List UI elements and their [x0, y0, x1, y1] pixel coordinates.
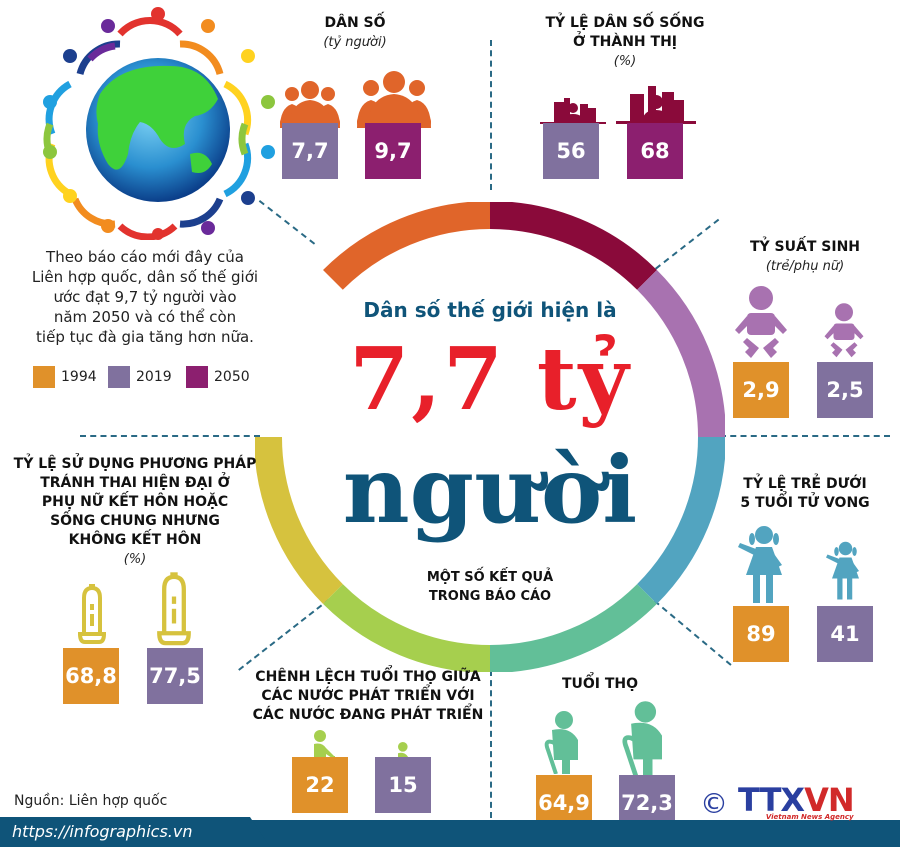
- contraception-2019-value: 77,5: [147, 648, 203, 704]
- contraception-1994-value: 68,8: [63, 648, 119, 704]
- city-person-icon: [616, 86, 696, 124]
- girl-icon: [826, 541, 859, 600]
- condom-icon: [77, 584, 107, 644]
- urban-unit: (%): [613, 54, 637, 69]
- logo-ttx: TTX: [738, 781, 805, 819]
- legend-2050: 2050: [186, 366, 250, 388]
- copyright-icon: ©: [700, 786, 728, 820]
- fertility-title: TỶ SUẤT SINH (trẻ/phụ nữ): [730, 238, 880, 276]
- globe-people-icon: [43, 7, 275, 240]
- legend-label: 2050: [214, 369, 250, 385]
- urban-title: TỶ LỆ DÂN SỐ SỐNG Ở THÀNH THỊ (%): [530, 14, 720, 71]
- child-mortality-1994-value: 89: [733, 606, 789, 662]
- population-2019-value: 7,7: [282, 123, 338, 179]
- contraception-title-line: SỐNG CHUNG NHƯNG: [50, 513, 220, 529]
- logo-vn: VN: [804, 781, 855, 819]
- intro-line: tiếp tục đà gia tăng hơn nữa.: [36, 328, 254, 346]
- population-2050-value: 9,7: [365, 123, 421, 179]
- legend-swatch-1994: [33, 366, 55, 388]
- child-mortality-2019-value: 41: [817, 606, 873, 662]
- condom-icon: [157, 572, 191, 646]
- elderly-person-icon: [544, 711, 578, 774]
- fertility-2019-value: 2,5: [817, 362, 873, 418]
- city-person-icon: [540, 98, 606, 124]
- footer-tab: [0, 817, 270, 847]
- ttxvn-logo: © TTXVN Vietnam News Agency: [700, 784, 855, 821]
- life-gap-title: CHÊNH LỆCH TUỔI THỌ GIỮA CÁC NƯỚC PHÁT T…: [248, 668, 488, 725]
- contraception-title-line: TỶ LỆ SỬ DỤNG PHƯƠNG PHÁP: [13, 456, 257, 472]
- elderly-person-icon: [622, 701, 662, 776]
- headline-word: người: [342, 436, 638, 544]
- legend-swatch-2019: [108, 366, 130, 388]
- center-ring: [255, 202, 725, 672]
- intro-paragraph: Theo báo cáo mới đây của Liên hợp quốc, …: [14, 247, 276, 347]
- contraception-unit: (%): [123, 552, 147, 567]
- divider-bottom: [490, 670, 492, 818]
- baby-icon: [735, 286, 787, 358]
- center-subtitle: Dân số thế giới hiện là: [363, 298, 617, 322]
- logo-text: TTXVN: [738, 784, 855, 816]
- population-unit: (tỷ người): [323, 35, 387, 50]
- intro-line: Liên hợp quốc, dân số thế giới: [31, 268, 259, 286]
- life-expectancy-title: TUỔI THỌ: [561, 676, 639, 692]
- life-gap-title-line: CÁC NƯỚC PHÁT TRIỂN VỚI: [261, 688, 475, 704]
- life-gap-2019-value: 15: [375, 757, 431, 813]
- legend-label: 2019: [136, 369, 172, 385]
- contraception-title: TỶ LỆ SỬ DỤNG PHƯƠNG PHÁP TRÁNH THAI HIỆ…: [10, 455, 260, 569]
- center-note: MỘT SỐ KẾT QUẢ TRONG BÁO CÁO: [400, 568, 580, 606]
- group-people-icon: [357, 71, 431, 128]
- footer-url-link[interactable]: https://infographics.vn: [12, 822, 193, 841]
- divider-left: [80, 435, 260, 437]
- group-people-icon: [280, 81, 340, 128]
- legend-2019: 2019: [108, 366, 172, 388]
- headline-number: 7,7 tỷ: [349, 329, 631, 430]
- urban-2050-value: 68: [627, 123, 683, 179]
- fertility-unit: (trẻ/phụ nữ): [765, 259, 845, 274]
- child-mortality-title-line: TỶ LỆ TRẺ DƯỚI: [743, 476, 867, 492]
- fertility-1994-value: 2,9: [733, 362, 789, 418]
- intro-line: ước đạt 9,7 tỷ người vào: [53, 288, 237, 306]
- logo-subtitle: Vietnam News Agency: [765, 813, 854, 821]
- population-title-text: DÂN SỐ: [324, 15, 386, 31]
- source-text: Nguồn: Liên hợp quốc: [14, 793, 168, 809]
- divider-top: [490, 40, 492, 190]
- contraception-title-line: TRÁNH THAI HIỆN ĐẠI Ở: [40, 475, 230, 491]
- urban-title-line: TỶ LỆ DÂN SỐ SỐNG: [545, 15, 705, 31]
- girl-icon: [738, 526, 782, 603]
- center-note-line: TRONG BÁO CÁO: [428, 589, 552, 604]
- legend-1994: 1994: [33, 366, 97, 388]
- contraception-title-line: KHÔNG KẾT HÔN: [68, 532, 202, 548]
- fertility-title-text: TỶ SUẤT SINH: [750, 239, 860, 255]
- urban-title-line: Ở THÀNH THỊ: [573, 34, 677, 50]
- population-title: DÂN SỐ (tỷ người): [290, 14, 420, 52]
- intro-line: Theo báo cáo mới đây của: [46, 248, 244, 266]
- divider-right: [720, 435, 890, 437]
- life-gap-title-line: CÁC NƯỚC ĐANG PHÁT TRIỂN: [252, 707, 484, 723]
- legend-label: 1994: [61, 369, 97, 385]
- child-mortality-title-line: 5 TUỔI TỬ VONG: [740, 495, 870, 511]
- life-gap-1994-value: 22: [292, 757, 348, 813]
- child-mortality-title: TỶ LỆ TRẺ DƯỚI 5 TUỔI TỬ VONG: [730, 475, 880, 513]
- center-note-line: MỘT SỐ KẾT QUẢ: [426, 570, 554, 585]
- contraception-title-line: PHỤ NỮ KẾT HÔN HOẶC: [41, 494, 229, 510]
- urban-2019-value: 56: [543, 123, 599, 179]
- baby-icon: [824, 303, 864, 358]
- life-gap-title-line: CHÊNH LỆCH TUỔI THỌ GIỮA: [255, 669, 481, 685]
- legend-swatch-2050: [186, 366, 208, 388]
- intro-line: năm 2050 và có thể còn: [53, 308, 237, 326]
